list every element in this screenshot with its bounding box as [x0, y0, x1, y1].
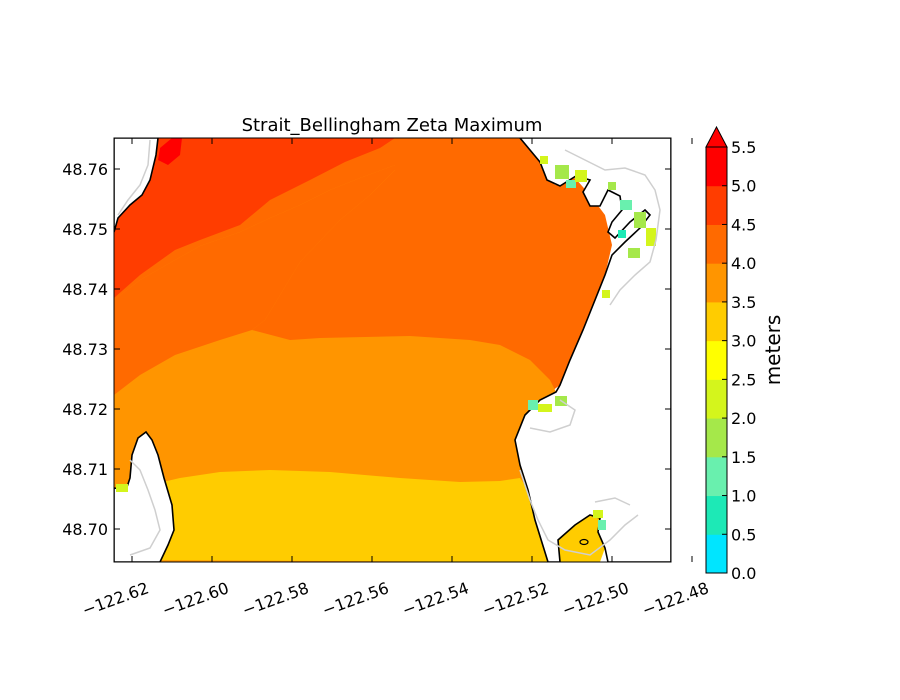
y-tick-label: 48.71 — [62, 460, 108, 479]
x-tick-label: −122.62 — [80, 578, 152, 620]
x-tick-label: −122.60 — [160, 578, 232, 620]
colorbar-tick-label: 2.0 — [731, 409, 756, 428]
x-tick-label: −122.54 — [400, 578, 472, 620]
colorbar-segment — [706, 418, 727, 458]
y-axis: 48.76 48.75 48.74 48.73 48.72 48.71 48.70 — [62, 160, 671, 539]
y-tick-label: 48.70 — [62, 520, 108, 539]
colorbar: 0.0 0.5 1.0 1.5 2.0 2.5 3.0 3.5 4.0 4.5 5.0 5.5 mete… — [705, 125, 785, 583]
colorbar-tick-label: 3.5 — [731, 293, 756, 312]
water-band-4.5-5.0 — [114, 138, 395, 298]
colorbar-segment — [706, 456, 727, 497]
colorbar-segment — [706, 495, 727, 535]
y-tick-label: 48.74 — [62, 280, 108, 299]
x-tick-label: −122.50 — [560, 578, 632, 620]
land-west-north — [114, 138, 159, 233]
land-east — [514, 138, 671, 562]
colorbar-tick-label: 1.5 — [731, 448, 756, 467]
colorbar-segment — [706, 224, 727, 264]
y-tick-label: 48.76 — [62, 160, 108, 179]
islet — [579, 538, 589, 546]
colorbar-segment — [706, 147, 727, 187]
colorbar-tick-label: 5.5 — [731, 138, 756, 157]
colorbar-tick-label: 1.0 — [731, 487, 756, 506]
colorbar-segment — [706, 340, 727, 380]
plot-frame — [113, 137, 672, 563]
map-title: Strait_Bellingham Zeta Maximum — [242, 115, 543, 136]
colorbar-label: meters — [761, 315, 785, 386]
colorbar-segment — [706, 301, 727, 342]
colorbar-tick-label: 3.0 — [731, 332, 756, 351]
colorbar-segment — [706, 534, 727, 574]
y-tick-label: 48.72 — [62, 400, 108, 419]
colorbar-segment — [706, 185, 727, 225]
y-tick-label: 48.73 — [62, 340, 108, 359]
x-tick-label: −122.56 — [320, 578, 392, 620]
colorbar-tick-label: 4.5 — [731, 215, 756, 234]
land-west — [114, 430, 175, 562]
water-band-5.0-5.5 — [158, 138, 182, 165]
colorbar-extend-arrow — [705, 125, 728, 148]
x-tick-label: −122.58 — [240, 578, 312, 620]
colorbar-segment — [706, 379, 727, 419]
colorbar-tick-label: 0.5 — [731, 525, 756, 544]
colorbar-frame — [705, 146, 728, 574]
x-tick-label: −122.48 — [640, 578, 712, 620]
shoreline-outline — [117, 139, 661, 556]
water-band-3.0-3.5 — [114, 470, 548, 562]
colorbar-segment — [706, 263, 727, 303]
water-band-4.0-4.5-cover — [114, 165, 395, 395]
colorbar-tick-label: 4.0 — [731, 254, 756, 273]
colorbar-tick-label: 5.0 — [731, 177, 756, 196]
map-area — [114, 138, 671, 562]
x-tick-label: −122.52 — [480, 578, 552, 620]
y-tick-label: 48.75 — [62, 220, 108, 239]
colorbar-tick-label: 0.0 — [731, 564, 756, 583]
colorbar-tick-label: 2.5 — [731, 370, 756, 389]
